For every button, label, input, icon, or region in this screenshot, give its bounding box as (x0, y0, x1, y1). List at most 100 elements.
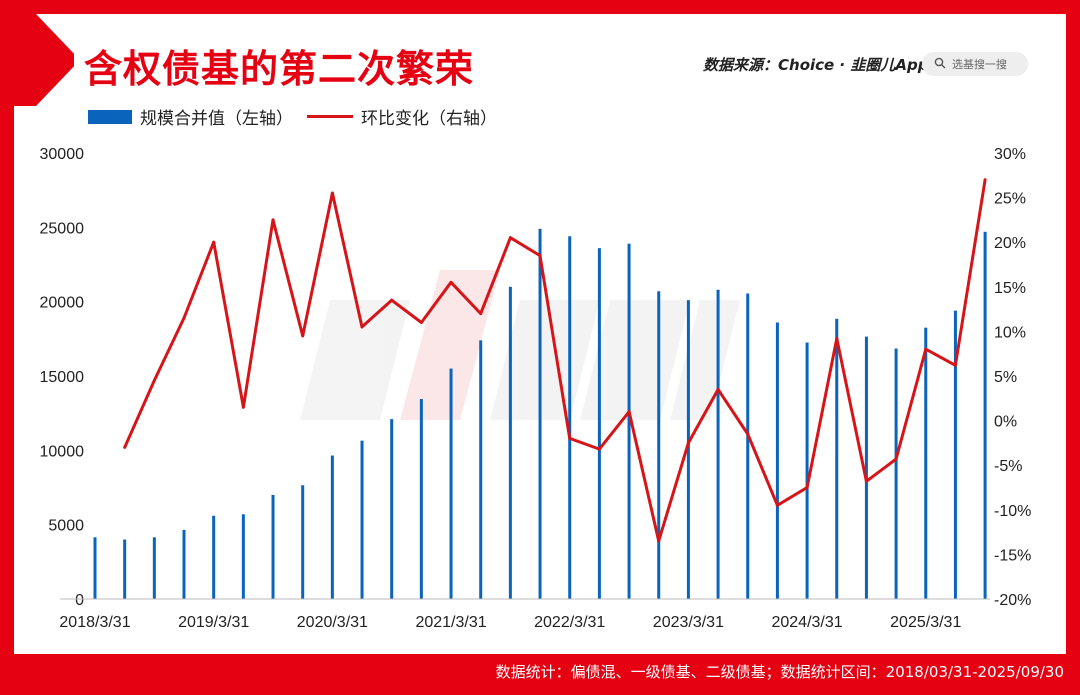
bar (330, 455, 334, 599)
search-placeholder: 选基搜一搜 (952, 58, 1007, 71)
line-point (212, 240, 216, 244)
y-right-tick-label: 15% (994, 280, 1026, 297)
bar (419, 399, 423, 599)
bar (390, 419, 394, 599)
bar (152, 537, 156, 599)
bar (568, 236, 572, 599)
line-point (864, 479, 868, 483)
source-label: 数据来源： (703, 56, 779, 74)
source-value: Choice · 韭圈儿App (778, 56, 929, 74)
y-right-tick-label: 10% (994, 324, 1026, 341)
y-right-tick-label: 30% (994, 146, 1026, 163)
line-point (627, 410, 631, 414)
bar (953, 310, 957, 599)
line-point (419, 320, 423, 324)
frame-border (0, 0, 1080, 14)
line-point (182, 316, 186, 320)
bar (301, 485, 305, 599)
corner-decoration (14, 14, 74, 106)
line-point (597, 447, 601, 451)
legend-label-line: 环比变化（右轴） (361, 109, 497, 129)
bar (716, 289, 720, 599)
legend-swatch-line (307, 115, 353, 118)
line-point (568, 436, 572, 440)
watermark-logo (300, 270, 740, 420)
line-point (924, 347, 928, 351)
y-right-tick-label: 0% (994, 414, 1017, 431)
line-point (152, 378, 156, 382)
bar (924, 327, 928, 599)
line-point (360, 325, 364, 329)
bar (241, 514, 245, 599)
y-left-tick-label: 10000 (40, 443, 85, 460)
bar (508, 286, 512, 599)
x-tick-label: 2025/3/31 (890, 614, 961, 631)
bar (182, 529, 186, 599)
line-point (508, 236, 512, 240)
legend-label-bar: 规模合并值（左轴） (140, 109, 293, 129)
line-point (716, 387, 720, 391)
bar (627, 243, 631, 600)
line-point (983, 178, 987, 182)
x-tick-label: 2022/3/31 (534, 614, 605, 631)
bar (271, 494, 275, 599)
search-icon (934, 57, 946, 72)
line-point (449, 280, 453, 284)
bar (775, 322, 779, 599)
fund-search-box[interactable]: 选基搜一搜 (922, 52, 1028, 76)
bar (597, 248, 601, 599)
bar (360, 440, 364, 599)
footer-note: 数据统计：偏债混、一级债基、二级债基；数据统计区间：2018/03/31-202… (495, 663, 1064, 681)
y-left-tick-label: 20000 (40, 295, 85, 312)
y-right-tick-label: 25% (994, 191, 1026, 208)
bar (894, 348, 898, 599)
x-tick-label: 2019/3/31 (178, 614, 249, 631)
y-left-tick-label: 0 (75, 592, 84, 609)
line-point (479, 312, 483, 316)
line-series (123, 179, 987, 543)
y-right-tick-label: -20% (994, 592, 1031, 609)
line-point (953, 363, 957, 367)
x-tick-label: 2024/3/31 (771, 614, 842, 631)
line-point (835, 337, 839, 341)
bar (449, 368, 453, 599)
chart-legend: 规模合并值（左轴） 环比变化（右轴） (88, 104, 497, 129)
x-tick-label: 2021/3/31 (415, 614, 486, 631)
line-point (330, 191, 334, 195)
bar (657, 291, 661, 599)
y-left-tick-label: 5000 (48, 518, 84, 535)
data-source: 数据来源：Choice · 韭圈儿App (703, 54, 928, 75)
y-right-tick-label: -5% (994, 458, 1022, 475)
bar (212, 515, 216, 599)
line-point (805, 486, 809, 489)
y-right-tick-label: -10% (994, 503, 1031, 520)
line-point (390, 298, 394, 302)
y-right-tick-label: 5% (994, 369, 1017, 386)
bar (538, 228, 542, 599)
x-tick-label: 2023/3/31 (653, 614, 724, 631)
bar (479, 340, 483, 599)
x-tick-label: 2020/3/31 (297, 614, 368, 631)
line-point (271, 218, 275, 222)
y-left-tick-label: 25000 (40, 220, 85, 237)
bar (686, 300, 690, 599)
bar (746, 293, 750, 599)
y-left-tick-label: 15000 (40, 369, 85, 386)
line-point (657, 539, 661, 543)
line-point (538, 254, 542, 258)
y-right-tick-label: 20% (994, 235, 1026, 252)
page-title: 含权债基的第二次繁荣 (84, 47, 475, 91)
x-tick-label: 2018/3/31 (59, 614, 130, 631)
line-point (894, 457, 898, 461)
line-point (241, 405, 245, 409)
line-point (301, 334, 305, 338)
line-point (746, 432, 750, 436)
y-right-tick-label: -15% (994, 547, 1031, 564)
line-point (123, 445, 127, 449)
y-left-tick-label: 30000 (40, 146, 85, 163)
bar (805, 342, 809, 599)
bar (835, 318, 839, 599)
bar (93, 537, 97, 599)
bar (864, 336, 868, 599)
